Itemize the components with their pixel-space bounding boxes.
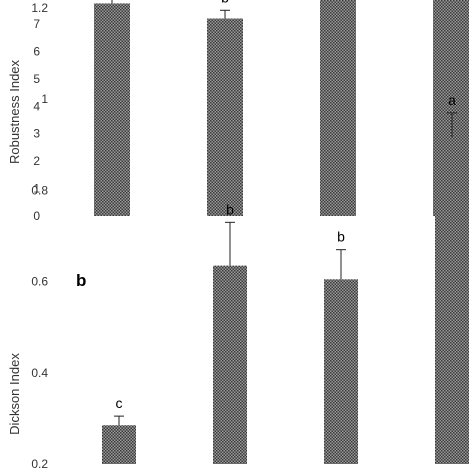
dickson-significance-letter: b — [226, 201, 234, 217]
robustness-y-ticks: 0 1 2 3 4 5 6 7 — [33, 17, 40, 223]
robustness-bar — [320, 0, 356, 217]
dickson-y-axis-title: Dickson Index — [7, 353, 22, 435]
dickson-bar — [435, 137, 469, 464]
robustness-bars: b — [94, 0, 469, 217]
robustness-bar — [207, 18, 243, 217]
dickson-tick-label: 1 — [41, 92, 48, 106]
robustness-tick-label: 1 — [33, 182, 40, 196]
dickson-bar — [213, 265, 247, 464]
dickson-significance-letter: a — [448, 92, 456, 108]
panel-label-b: b — [76, 271, 86, 290]
dickson-tick-label: 0.2 — [31, 457, 48, 471]
dickson-tick-label: 0.4 — [31, 366, 48, 380]
robustness-tick-label: 6 — [33, 44, 40, 58]
robustness-tick-label: 4 — [33, 99, 40, 113]
panel-robustness: Robustness Index 0 1 2 3 4 5 6 7 b — [7, 0, 469, 223]
dickson-significance-letter: c — [116, 395, 123, 411]
robustness-tick-label: 5 — [33, 72, 40, 86]
dickson-bar — [324, 279, 358, 464]
dickson-y-ticks: 0.20.40.60.811.2 — [31, 1, 48, 471]
dickson-bar — [102, 425, 136, 464]
dickson-bars: c b b a — [102, 92, 469, 464]
dickson-tick-label: 0.6 — [31, 275, 48, 289]
robustness-significance-letter: b — [221, 0, 229, 5]
robustness-tick-label: 0 — [33, 209, 40, 223]
robustness-tick-label: 7 — [33, 17, 40, 31]
dickson-significance-letter: b — [337, 229, 345, 245]
robustness-tick-label: 3 — [33, 127, 40, 141]
robustness-tick-label: 2 — [33, 154, 40, 168]
robustness-y-axis-title: Robustness Index — [7, 59, 22, 164]
dickson-tick-label: 1.2 — [31, 1, 48, 15]
robustness-bar — [94, 3, 130, 217]
dickson-tick-label: 0.8 — [31, 183, 48, 197]
